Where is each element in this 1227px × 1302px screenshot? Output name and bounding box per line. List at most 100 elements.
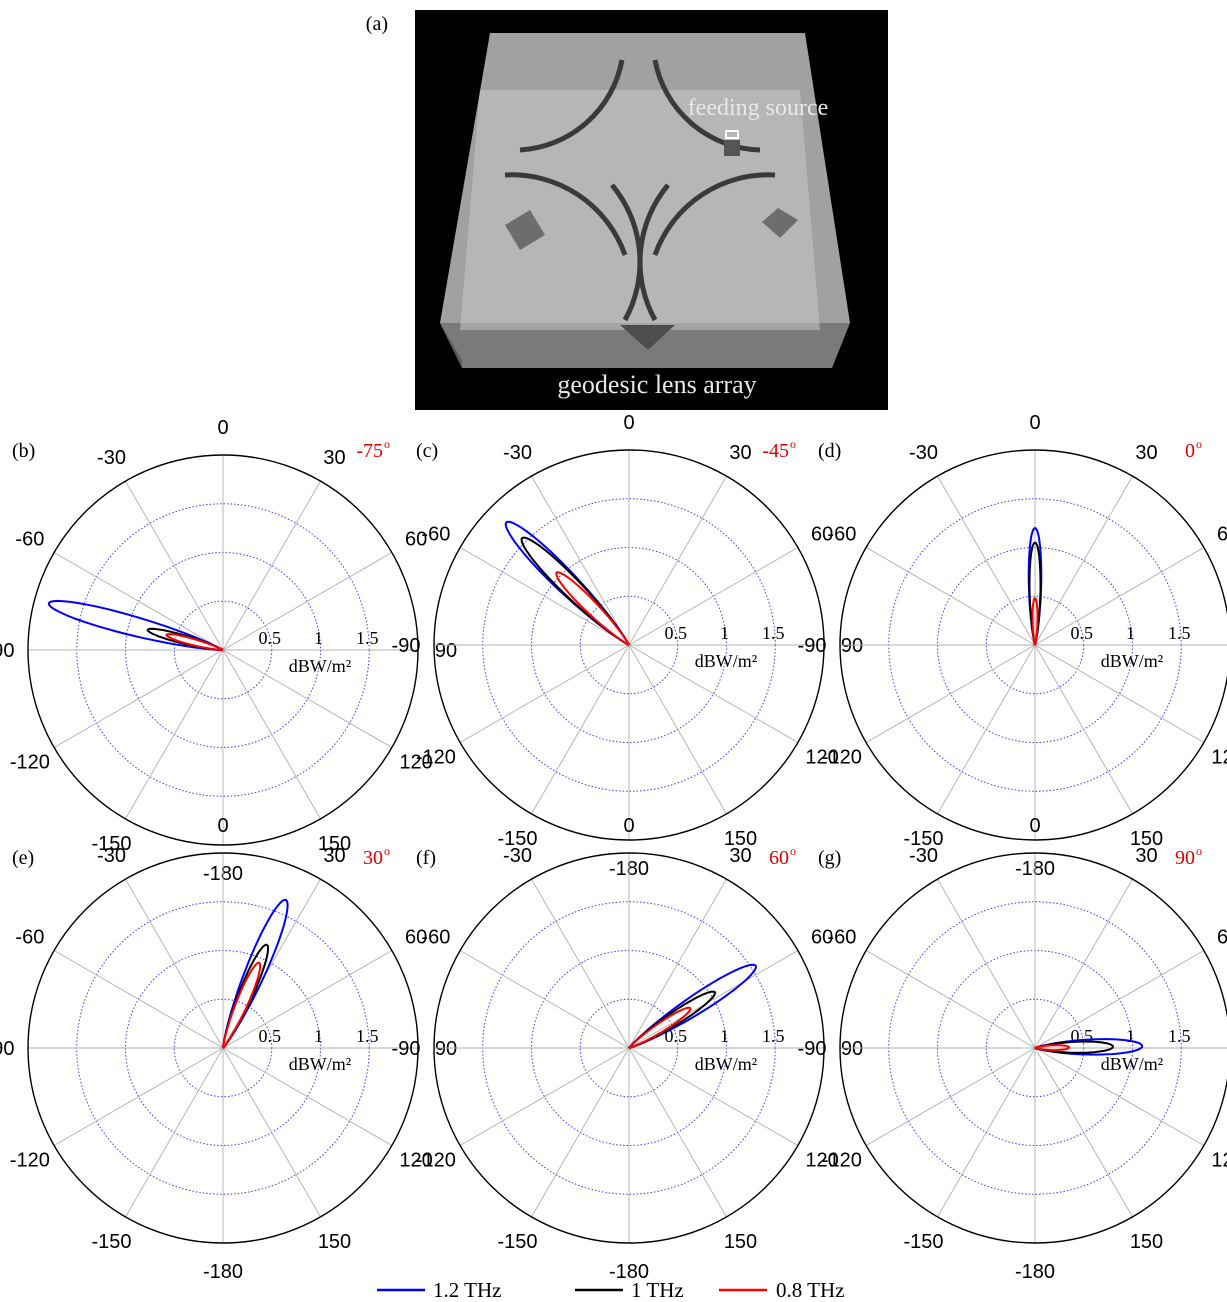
angle-tick-label: -30 (97, 845, 126, 867)
lens-port-left (505, 210, 545, 250)
series-line (1034, 1044, 1071, 1052)
lens-arc-4 (652, 172, 776, 256)
polar-chart: 0306090120150-180-150-120-90-60-300.511.… (0, 815, 457, 1283)
angle-tick-label: -30 (97, 447, 126, 469)
polar-boundary (27, 852, 419, 1244)
angle-tick-label: -60 (421, 524, 450, 546)
angle-gridline (865, 1047, 1036, 1146)
angle-tick-label: -90 (0, 1038, 14, 1060)
angle-tick-label: 120 (805, 1150, 838, 1172)
angle-gridline (937, 644, 1036, 815)
angle-gridline (53, 649, 224, 748)
angle-tick-label: 30 (1135, 845, 1157, 867)
radial-unit-label: dBW/m² (1101, 1054, 1163, 1074)
radial-tick-label: 1.5 (1168, 623, 1191, 643)
steering-angle-unit: o (1196, 437, 1202, 451)
lens-port-right (762, 208, 798, 238)
steering-angle-unit: o (790, 844, 796, 858)
angle-tick-label: 60 (405, 927, 427, 949)
lens-arc-1 (519, 59, 625, 153)
legend-label: 1 THz (631, 1278, 684, 1302)
angle-gridline (865, 950, 1036, 1049)
feed-marker (725, 130, 739, 139)
angle-gridline (53, 950, 224, 1049)
radial-tick-label: 0.5 (259, 1026, 282, 1046)
polar-panels: 0 30 60 90 120 150 -180 -150 -120 -90 -60 -30 0.5 1 1.… (0, 412, 1227, 1283)
angle-tick-label: 90 (435, 640, 457, 662)
polar-chart: 0306090120150-180-150-120-90-60-300.511.… (798, 815, 1227, 1283)
lens-port-bottom (620, 325, 675, 350)
angle-tick-label: 150 (1130, 1231, 1163, 1253)
polar-chart: 0306090120150-180-150-120-90-60-300.511.… (798, 412, 1227, 880)
polar-boundary (433, 449, 825, 841)
angle-gridline (628, 878, 727, 1049)
angle-tick-label: -150 (903, 828, 943, 850)
angle-tick-label: -120 (822, 747, 862, 769)
panel-label: (e) (12, 847, 34, 869)
angle-tick-label: 30 (323, 845, 345, 867)
angle-tick-label: -180 (203, 1261, 243, 1283)
panel-a: (a) feeding source geodesic lens array (366, 10, 888, 410)
angle-gridline (628, 1047, 727, 1218)
angle-gridline (222, 1047, 393, 1146)
angle-tick-label: -90 (798, 1038, 827, 1060)
angle-tick-label: -180 (609, 1261, 649, 1283)
angle-tick-label: -90 (392, 635, 421, 657)
angle-tick-label: 30 (323, 447, 345, 469)
steering-angle-label: -75 (356, 440, 383, 462)
angle-tick-label: -120 (822, 1150, 862, 1172)
lens-inner-plate (460, 90, 820, 330)
steering-angle-unit: o (384, 437, 390, 451)
angle-tick-label: 120 (1211, 747, 1227, 769)
angle-tick-label: 120 (1211, 1150, 1227, 1172)
series-line (1031, 597, 1039, 646)
lens-slab-left (440, 323, 462, 368)
angle-tick-label: 90 (841, 635, 863, 657)
angle-tick-label: 120 (805, 747, 838, 769)
angle-tick-label: 0 (1029, 412, 1040, 434)
angle-gridline (125, 649, 224, 820)
radial-tick-label: 1 (720, 1026, 729, 1046)
panel-label: (f) (416, 847, 436, 869)
angle-tick-label: 0 (1029, 815, 1040, 837)
feed-block (724, 140, 740, 156)
polar-boundary (433, 852, 825, 1244)
radial-unit-label: dBW/m² (1101, 651, 1163, 671)
angle-tick-label: 150 (318, 1231, 351, 1253)
angle-gridline (459, 1047, 630, 1146)
steering-angle-unit: o (1196, 844, 1202, 858)
series-line (555, 571, 630, 646)
angle-tick-label: 120 (399, 1150, 432, 1172)
radial-tick-label: 1.5 (762, 1026, 785, 1046)
angle-tick-label: 0 (623, 412, 634, 434)
radial-tick-label: 0.5 (665, 623, 688, 643)
series-line (222, 961, 262, 1049)
angle-tick-label: -150 (903, 1231, 943, 1253)
steering-angle-unit: o (790, 437, 796, 451)
angle-gridline (459, 950, 630, 1049)
angle-tick-label: -150 (497, 828, 537, 850)
angle-gridline (125, 480, 224, 651)
steering-angle-label: 60 (769, 847, 789, 869)
radial-tick-label: 0.5 (259, 628, 282, 648)
angle-tick-label: -60 (827, 524, 856, 546)
radial-unit-label: dBW/m² (695, 651, 757, 671)
angle-tick-label: 30 (729, 845, 751, 867)
angle-tick-label: 60 (1217, 927, 1227, 949)
angle-tick-label: 60 (811, 524, 833, 546)
angle-gridline (628, 475, 727, 646)
radial-unit-label: dBW/m² (289, 656, 351, 676)
radial-tick-label: 1 (314, 628, 323, 648)
angle-tick-label: -150 (91, 833, 131, 855)
angle-tick-label: 0 (623, 815, 634, 837)
angle-gridline (53, 552, 224, 651)
legend-entry: 1 THz (575, 1278, 684, 1302)
angle-tick-label: 90 (435, 1038, 457, 1060)
lens-arc-2 (652, 59, 761, 153)
lens-arc-6 (637, 183, 670, 322)
angle-tick-label: -120 (416, 1150, 456, 1172)
radial-unit-label: dBW/m² (695, 1054, 757, 1074)
angle-gridline (125, 878, 224, 1049)
series-line (628, 1006, 692, 1049)
